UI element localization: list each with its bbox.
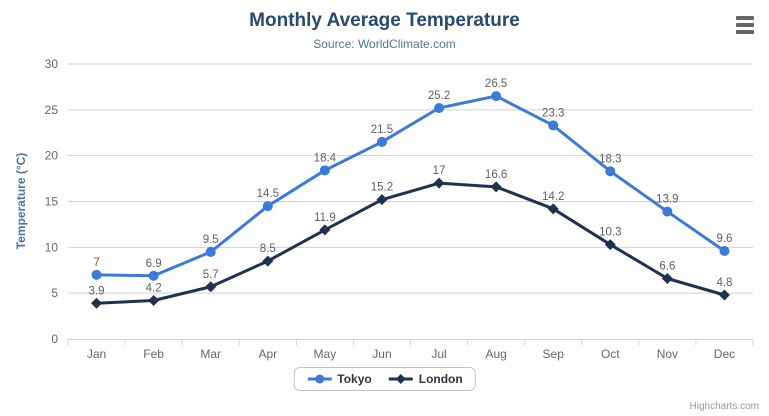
london-data-label: 3.9	[89, 285, 105, 297]
london-data-label: 5.7	[203, 269, 219, 281]
x-axis-label: Mar	[200, 347, 221, 361]
london-data-label: 8.5	[260, 243, 276, 255]
x-axis-label: Nov	[657, 347, 678, 361]
tokyo-point-jan[interactable]	[91, 269, 102, 280]
london-point-jul[interactable]	[433, 177, 445, 189]
x-axis-label: Dec	[714, 347, 735, 361]
hamburger-menu-icon[interactable]	[733, 14, 757, 36]
chart-subtitle: Source: WorldClimate.com	[313, 37, 456, 51]
y-axis-tick-label: 30	[45, 57, 59, 71]
tokyo-point-feb[interactable]	[148, 270, 159, 281]
london-point-feb[interactable]	[148, 295, 160, 306]
london-point-may[interactable]	[319, 224, 331, 236]
x-axis-label: Sep	[543, 347, 565, 361]
tokyo-data-label: 13.9	[656, 194, 678, 206]
legend-marker	[395, 374, 406, 384]
london-point-jun[interactable]	[376, 194, 388, 206]
hamburger-bar	[736, 30, 754, 34]
tokyo-data-label: 26.5	[485, 78, 507, 90]
tokyo-series-line	[95, 94, 726, 278]
tokyo-data-label: 21.5	[371, 124, 393, 136]
london-point-sep[interactable]	[547, 203, 559, 215]
hamburger-bar	[736, 23, 754, 27]
x-axis-label: Oct	[601, 347, 620, 361]
tokyo-point-jun[interactable]	[376, 136, 387, 147]
london-data-label: 17	[433, 165, 446, 177]
london-point-jan[interactable]	[91, 297, 103, 309]
tokyo-data-label: 25.2	[428, 90, 450, 102]
london-point-mar[interactable]	[205, 281, 217, 293]
london-data-label: 10.3	[599, 227, 621, 239]
legend-label-london: London	[418, 372, 463, 386]
tokyo-data-label: 14.5	[257, 188, 279, 200]
tokyo-circle-marker-icon	[307, 374, 332, 384]
chart-title: Monthly Average Temperature	[249, 10, 520, 31]
london-point-apr[interactable]	[262, 255, 274, 267]
highcharts-credit-link[interactable]: Highcharts.com	[689, 401, 759, 412]
tokyo-point-nov[interactable]	[662, 206, 673, 217]
y-axis-tick-label: 10	[45, 240, 59, 254]
y-axis-tick-label: 25	[45, 103, 59, 117]
tokyo-point-sep[interactable]	[548, 120, 559, 131]
tokyo-data-label: 18.3	[599, 153, 621, 165]
tokyo-data-label: 18.4	[314, 152, 337, 164]
legend-label-tokyo: Tokyo	[337, 372, 372, 386]
tokyo-data-label: 7	[93, 257, 99, 269]
x-axis-label: Feb	[143, 347, 164, 361]
y-axis-tick-label: 0	[51, 332, 58, 346]
tokyo-point-apr[interactable]	[262, 201, 273, 212]
x-axis-label: Apr	[258, 347, 277, 361]
london-data-label: 4.2	[146, 283, 162, 295]
london-point-aug[interactable]	[490, 181, 502, 193]
london-point-oct[interactable]	[604, 239, 616, 251]
tokyo-point-dec[interactable]	[719, 246, 730, 256]
y-axis-tick-label: 15	[45, 195, 59, 209]
london-series-line	[95, 181, 726, 305]
tokyo-point-oct[interactable]	[605, 166, 616, 177]
y-axis-tick-label: 5	[51, 286, 58, 300]
tokyo-data-label: 9.6	[716, 233, 732, 245]
tokyo-data-label: 23.3	[542, 107, 564, 119]
x-axis-label: Aug	[485, 347, 506, 361]
london-data-label: 4.8	[716, 277, 732, 289]
x-axis-label: Jul	[431, 347, 446, 361]
x-axis-label: May	[314, 347, 337, 361]
legend-marker	[314, 374, 324, 384]
london-data-label: 16.6	[485, 169, 507, 181]
x-axis-label: Jun	[372, 347, 391, 361]
london-data-label: 15.2	[371, 182, 393, 194]
tokyo-point-may[interactable]	[319, 165, 330, 176]
y-axis-tick-label: 20	[45, 149, 59, 163]
london-data-label: 6.6	[659, 261, 675, 273]
legend-item-tokyo[interactable]: Tokyo	[306, 372, 372, 386]
london-point-dec[interactable]	[718, 289, 730, 301]
tokyo-point-jul[interactable]	[434, 103, 445, 113]
tokyo-point-aug[interactable]	[491, 91, 502, 102]
london-data-label: 14.2	[542, 191, 564, 203]
tokyo-data-label: 6.9	[146, 258, 162, 270]
london-point-nov[interactable]	[661, 273, 673, 284]
legend-item-london[interactable]: London	[388, 372, 463, 386]
tokyo-data-label: 9.5	[203, 234, 219, 246]
hamburger-bar	[736, 16, 754, 20]
london-diamond-marker-icon	[388, 374, 413, 384]
tokyo-point-mar[interactable]	[205, 246, 216, 257]
x-axis-label: Jan	[87, 347, 106, 361]
london-data-label: 11.9	[314, 212, 336, 224]
legend: Tokyo London	[293, 367, 476, 391]
